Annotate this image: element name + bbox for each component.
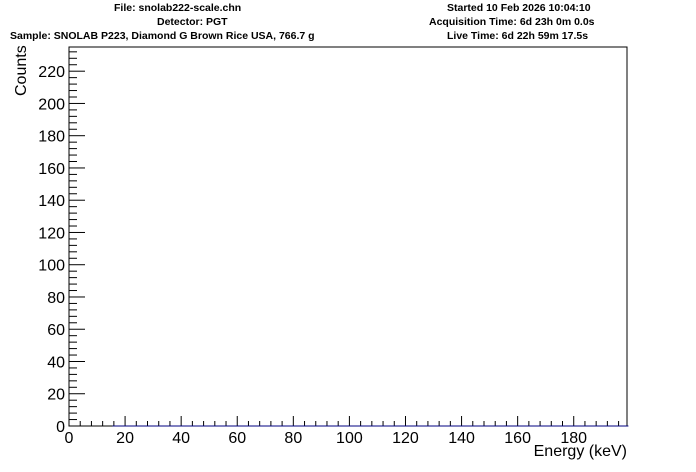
y-tick-label: 20 — [47, 387, 65, 404]
x-tick-label: 0 — [65, 430, 74, 447]
y-tick-label: 140 — [38, 193, 65, 210]
sample-label: Sample: SNOLAB P223, Diamond G Brown Ric… — [10, 30, 315, 42]
x-tick-label: 80 — [284, 430, 302, 447]
y-tick-label: 200 — [38, 96, 65, 113]
y-tick-label: 40 — [47, 354, 65, 371]
x-tick-label: 120 — [392, 430, 419, 447]
x-tick-label: 180 — [560, 430, 587, 447]
x-axis-title: Energy (keV) — [534, 443, 627, 460]
acquisition-time-label: Acquisition Time: 6d 23h 0m 0.0s — [429, 16, 595, 28]
y-tick-label: 180 — [38, 129, 65, 146]
y-tick-label: 0 — [56, 419, 65, 436]
x-tick-label: 60 — [228, 430, 246, 447]
started-label: Started 10 Feb 2026 10:04:10 — [447, 2, 591, 14]
x-axis: 0 20 40 60 80 100 120 140 160 180 — [65, 416, 620, 447]
file-label: File: snolab222-scale.chn — [114, 2, 242, 14]
x-tick-label: 100 — [336, 430, 363, 447]
y-tick-label: 120 — [38, 225, 65, 242]
detector-label: Detector: PGT — [157, 16, 228, 28]
y-tick-label: 100 — [38, 258, 65, 275]
y-tick-label: 80 — [47, 290, 65, 307]
x-tick-label: 160 — [504, 430, 531, 447]
y-tick-label: 220 — [38, 64, 65, 81]
x-tick-label: 140 — [448, 430, 475, 447]
live-time-label: Live Time: 6d 22h 59m 17.5s — [447, 30, 589, 42]
x-tick-label: 20 — [116, 430, 134, 447]
plot-frame — [68, 46, 628, 427]
y-tick-label: 60 — [47, 322, 65, 339]
x-tick-label: 40 — [172, 430, 190, 447]
y-axis: 0 20 40 60 80 100 120 140 160 180 200 220 — [38, 51, 85, 436]
y-axis-title: Counts — [13, 45, 30, 96]
y-tick-label: 160 — [38, 161, 65, 178]
